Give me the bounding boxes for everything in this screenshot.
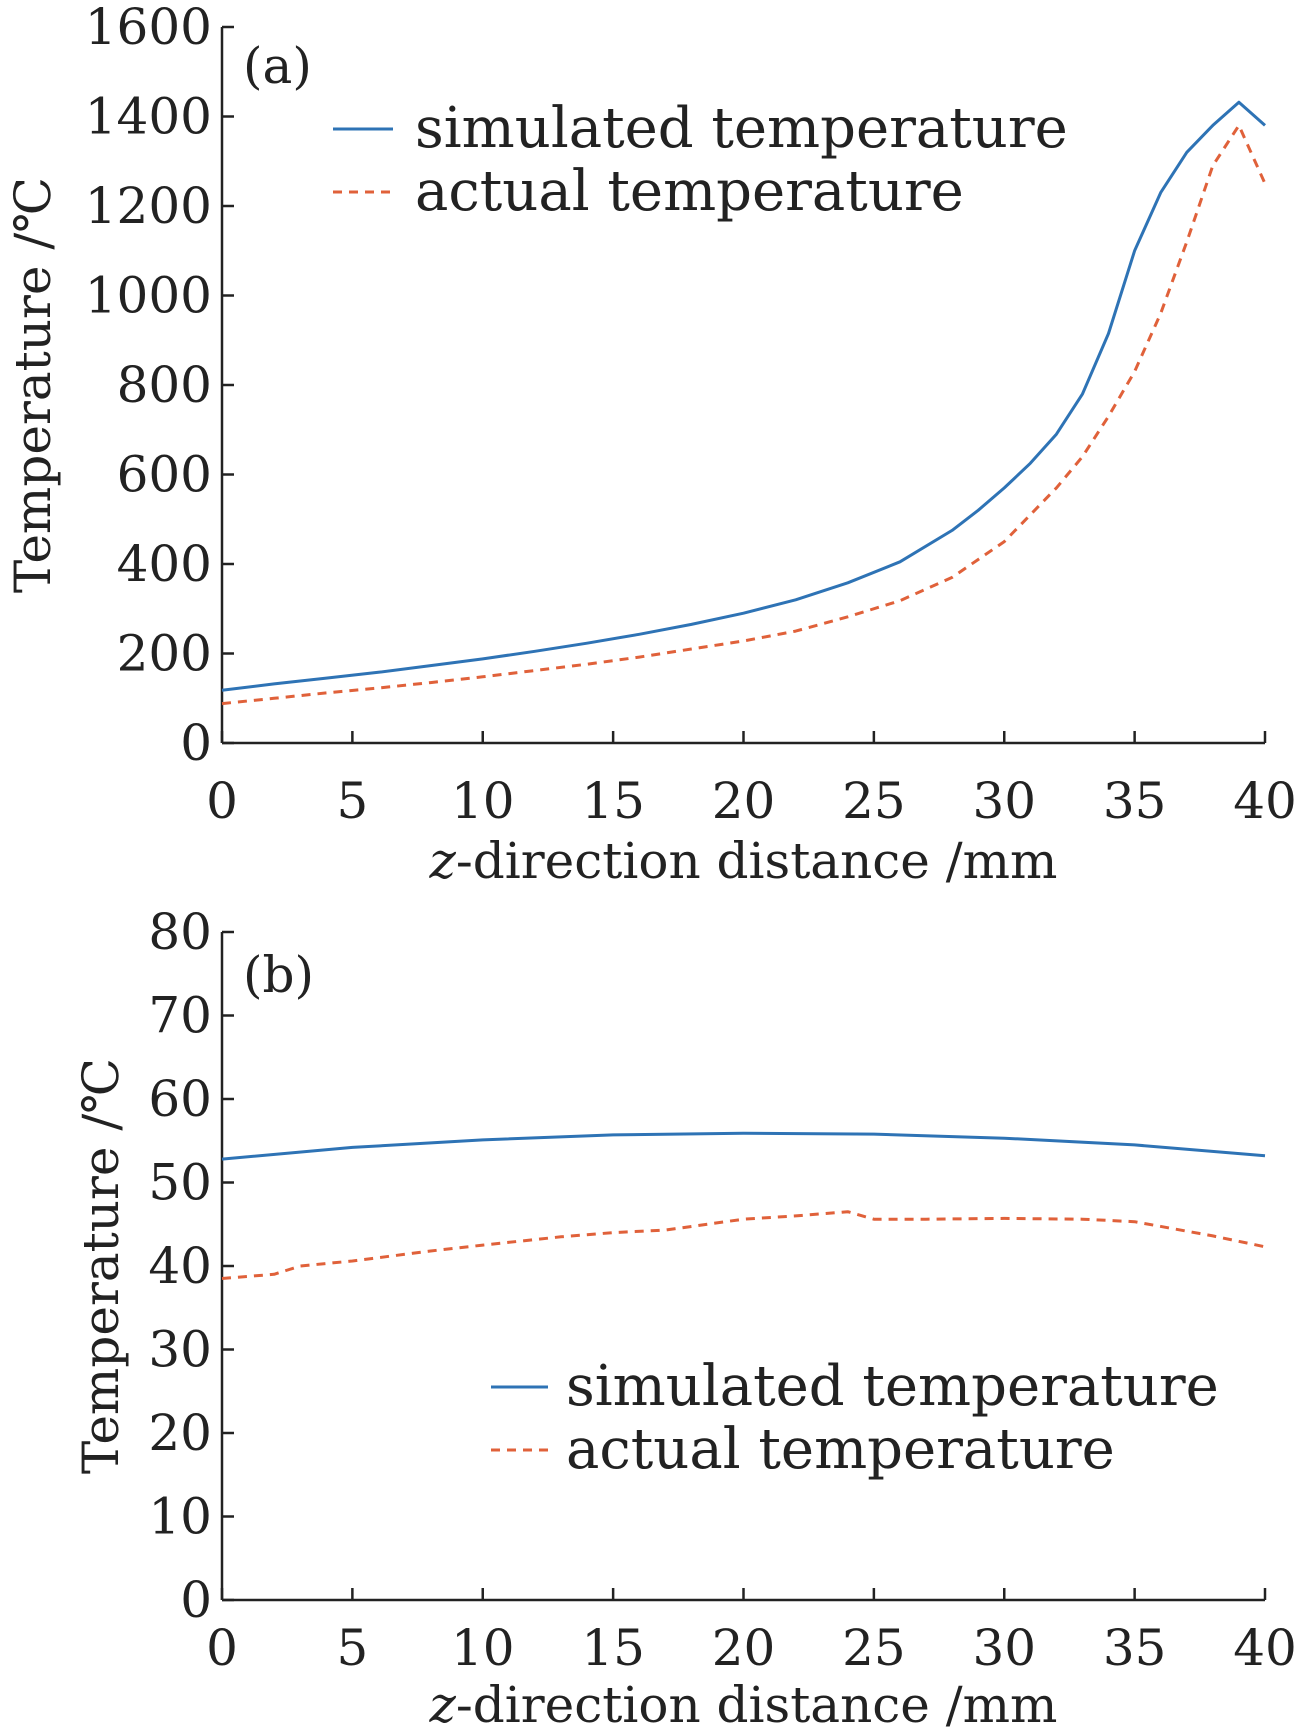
x-tick-label: 20 bbox=[712, 1619, 776, 1677]
panel-label: (b) bbox=[243, 946, 314, 1004]
series-line-simulated bbox=[221, 1131, 1266, 1161]
y-tick-label: 1000 bbox=[85, 267, 212, 325]
x-tick-label: 35 bbox=[1103, 772, 1167, 830]
x-tick-label: 5 bbox=[336, 772, 368, 830]
legend-label: actual temperature bbox=[566, 1417, 1115, 1482]
y-tick-label: 0 bbox=[180, 1571, 212, 1629]
y-tick-label: 1400 bbox=[85, 88, 212, 146]
x-tick-label: 10 bbox=[451, 1619, 515, 1677]
x-tick-label: 35 bbox=[1103, 1619, 1167, 1677]
x-tick-label: 25 bbox=[842, 1619, 906, 1677]
panel-a: 0 5 10 15 20 25 30 35 40020040060080010001200140… bbox=[4, 0, 1297, 890]
y-tick-label: 80 bbox=[148, 903, 212, 961]
y-tick-label: 1600 bbox=[85, 0, 212, 56]
y-tick-label: 0 bbox=[180, 714, 212, 772]
y-tick-label: 40 bbox=[148, 1237, 212, 1295]
series-line-actual bbox=[221, 1210, 1266, 1280]
x-tick-label: 5 bbox=[336, 1619, 368, 1677]
y-axis-title: Temperature /℃ bbox=[72, 1058, 130, 1474]
y-axis-title: Temperature /℃ bbox=[4, 177, 62, 593]
x-tick-label: 15 bbox=[581, 1619, 645, 1677]
series-line-simulated bbox=[221, 100, 1266, 692]
legend-label: simulated temperature bbox=[566, 1354, 1219, 1419]
x-axis-title-text: -direction distance /mm bbox=[456, 832, 1058, 890]
y-tick-label: 70 bbox=[148, 987, 212, 1045]
y-tick-label: 800 bbox=[117, 356, 212, 414]
x-tick-label: 20 bbox=[712, 772, 776, 830]
x-axis-title-text: -direction distance /mm bbox=[456, 1676, 1058, 1734]
x-axis-title: z-direction distance /mm bbox=[429, 832, 1058, 890]
y-tick-label: 1200 bbox=[85, 177, 212, 235]
x-tick-label: 30 bbox=[972, 1619, 1036, 1677]
y-tick-label: 10 bbox=[148, 1488, 212, 1546]
series-line-actual bbox=[221, 123, 1267, 706]
x-tick-label: 40 bbox=[1233, 1619, 1297, 1677]
y-tick-label: 400 bbox=[117, 535, 212, 593]
y-tick-label: 200 bbox=[117, 625, 212, 683]
y-tick-label: 600 bbox=[117, 446, 212, 504]
x-tick-label: 30 bbox=[972, 772, 1036, 830]
x-tick-label: 25 bbox=[842, 772, 906, 830]
x-tick-label: 0 bbox=[206, 1619, 238, 1677]
x-tick-label: 15 bbox=[581, 772, 645, 830]
x-tick-label: 10 bbox=[451, 772, 515, 830]
y-tick-label: 30 bbox=[148, 1321, 212, 1379]
x-axis-title: z-direction distance /mm bbox=[429, 1676, 1058, 1734]
panel-label: (a) bbox=[243, 37, 312, 95]
legend-label: simulated temperature bbox=[415, 96, 1068, 161]
y-tick-label: 50 bbox=[148, 1154, 212, 1212]
legend-label: actual temperature bbox=[415, 159, 964, 224]
y-tick-label: 20 bbox=[148, 1404, 212, 1462]
x-tick-label: 0 bbox=[206, 772, 238, 830]
x-axis-title-variable: z bbox=[429, 1676, 457, 1734]
x-tick-label: 40 bbox=[1233, 772, 1297, 830]
panel-b: 0 5 10 15 20 25 30 35 40 0 10 20 30 40 50 60 70 80 z-direc… bbox=[72, 903, 1297, 1734]
x-axis-title-variable: z bbox=[429, 832, 457, 890]
y-tick-label: 60 bbox=[148, 1070, 212, 1128]
